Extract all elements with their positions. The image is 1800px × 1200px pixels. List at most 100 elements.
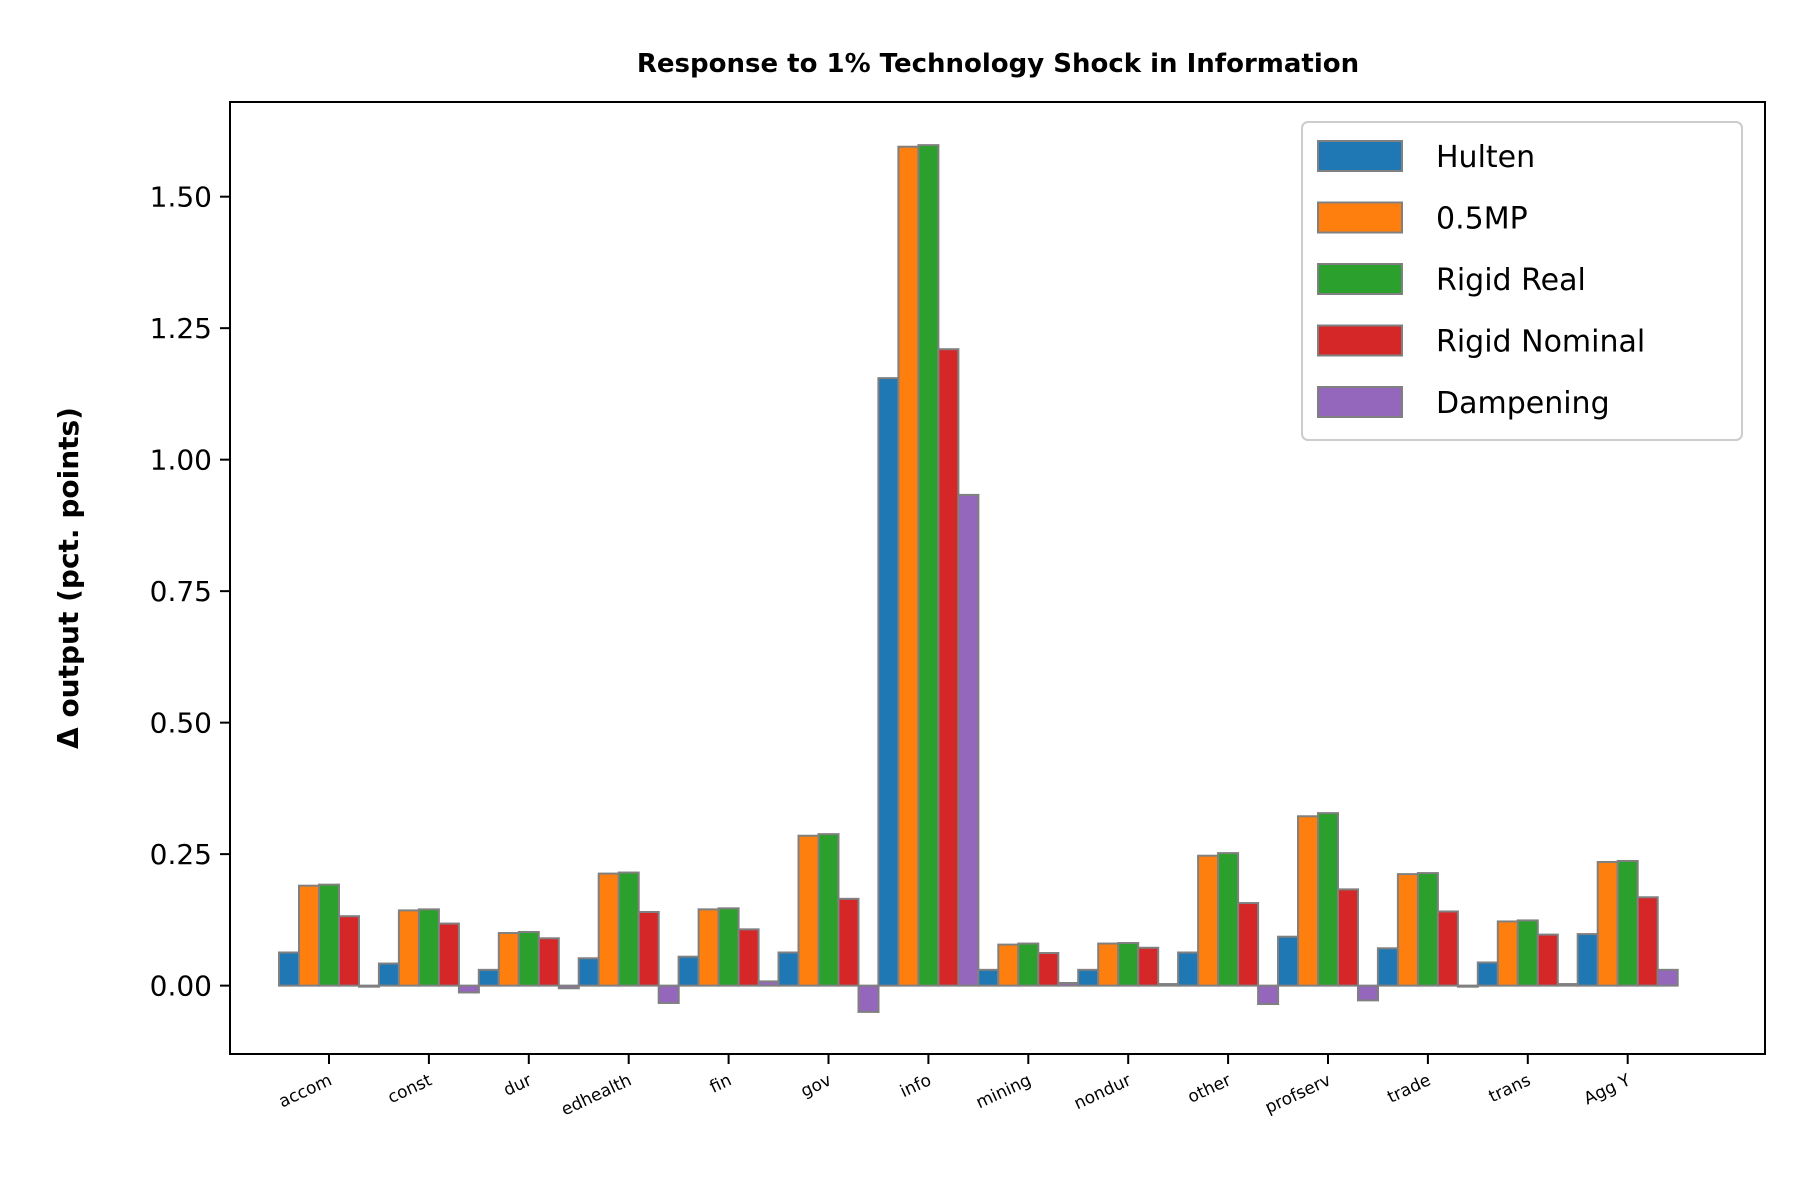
y-tick-label: 0.00 <box>150 970 212 1003</box>
legend-label: Rigid Real <box>1436 263 1586 298</box>
bar-agg-y-rigid-nominal <box>1636 896 1659 987</box>
chart-title: Response to 1% Technology Shock in Infor… <box>637 49 1359 79</box>
bar-dur-hulten <box>477 968 500 987</box>
bar-edhealth-0-5mp <box>597 872 620 987</box>
y-tick-label: 0.50 <box>150 707 212 740</box>
bar-dur-0-5mp <box>497 932 520 987</box>
plot-frame <box>229 101 1766 1055</box>
bar-accom-rigid-real <box>318 883 340 987</box>
bar-nondur-rigid-nominal <box>1137 946 1160 987</box>
x-tick-label: other <box>1185 1070 1235 1107</box>
x-tick-label: profserv <box>1262 1070 1334 1118</box>
x-tick-label: mining <box>973 1070 1034 1113</box>
bar-info-rigid-real <box>917 144 940 987</box>
bar-accom-hulten <box>278 951 300 987</box>
bar-fin-hulten <box>677 955 700 987</box>
bar-other-0-5mp <box>1197 854 1220 987</box>
bar-trade-0-5mp <box>1396 873 1419 987</box>
bar-profserv-hulten <box>1277 935 1299 987</box>
bar-info-rigid-nominal <box>937 348 960 987</box>
bar-edhealth-hulten <box>577 957 600 987</box>
bar-const-hulten <box>377 962 400 987</box>
bar-edhealth-rigid-nominal <box>637 910 660 987</box>
y-tick-label: 0.75 <box>150 575 212 608</box>
bar-trans-rigid-nominal <box>1536 933 1559 987</box>
bar-agg-y-rigid-real <box>1616 859 1639 987</box>
x-tick-label: trans <box>1486 1070 1534 1107</box>
bar-const-dampening <box>457 984 480 994</box>
bar-profserv-dampening <box>1357 984 1379 1002</box>
bar-dur-dampening <box>557 984 580 990</box>
y-tick-label: 0.25 <box>150 838 212 871</box>
bar-fin-0-5mp <box>697 908 720 987</box>
bar-agg-y-0-5mp <box>1596 861 1619 987</box>
bar-info-0-5mp <box>897 145 920 987</box>
legend-swatch <box>1317 263 1403 295</box>
legend-label: Dampening <box>1436 386 1610 421</box>
y-tick-label: 1.00 <box>150 444 212 477</box>
y-axis-label: Δ output (pct. points) <box>52 407 85 749</box>
bar-gov-dampening <box>857 984 880 1013</box>
bar-profserv-rigid-real <box>1317 812 1339 987</box>
bar-other-hulten <box>1177 951 1200 987</box>
legend-label: Hulten <box>1436 140 1535 175</box>
x-tick-label: dur <box>501 1070 535 1100</box>
bar-accom-rigid-nominal <box>338 915 360 987</box>
x-tick-label: nondur <box>1071 1070 1134 1114</box>
legend-swatch <box>1317 386 1403 418</box>
x-tick-label: accom <box>276 1070 335 1112</box>
legend-swatch <box>1317 201 1403 234</box>
y-tick-label: 1.25 <box>150 312 212 345</box>
x-tick-label: Agg Y <box>1581 1070 1634 1109</box>
bar-trans-dampening <box>1556 983 1579 987</box>
legend-swatch <box>1317 324 1403 357</box>
bar-edhealth-dampening <box>657 984 680 1004</box>
bar-fin-dampening <box>757 980 780 987</box>
x-tick-label: info <box>897 1070 934 1102</box>
bar-other-rigid-nominal <box>1237 902 1260 987</box>
bar-trans-rigid-real <box>1516 919 1539 987</box>
bar-trade-rigid-nominal <box>1436 910 1459 987</box>
x-tick-label: gov <box>798 1070 835 1101</box>
bar-fin-rigid-real <box>717 907 740 987</box>
bar-trans-hulten <box>1476 961 1499 987</box>
bar-mining-rigid-nominal <box>1037 952 1060 987</box>
x-tick-label: edhealth <box>558 1070 634 1120</box>
bar-other-dampening <box>1257 984 1280 1006</box>
bar-profserv-0-5mp <box>1297 815 1319 987</box>
x-tick-label: const <box>385 1070 435 1108</box>
bar-agg-y-dampening <box>1656 968 1679 987</box>
bar-mining-hulten <box>977 968 1000 987</box>
bar-info-hulten <box>877 377 900 987</box>
x-tick-label: fin <box>707 1070 735 1097</box>
bar-nondur-0-5mp <box>1097 942 1120 987</box>
bar-mining-0-5mp <box>997 943 1020 987</box>
bar-info-dampening <box>957 493 980 987</box>
bars-layer <box>278 144 1679 1013</box>
bar-profserv-rigid-nominal <box>1337 888 1359 987</box>
bar-accom-dampening <box>358 984 380 988</box>
bar-mining-dampening <box>1057 981 1080 987</box>
legend-label: Rigid Nominal <box>1436 325 1645 360</box>
bar-trade-hulten <box>1376 947 1399 987</box>
bar-fin-rigid-nominal <box>737 928 760 987</box>
y-tick-label: 1.50 <box>150 181 212 214</box>
bar-dur-rigid-real <box>517 930 540 987</box>
bar-trade-dampening <box>1456 984 1479 988</box>
bar-nondur-dampening <box>1157 983 1180 987</box>
bar-other-rigid-real <box>1217 852 1240 987</box>
legend-box <box>1301 121 1743 441</box>
bar-nondur-rigid-real <box>1117 942 1140 987</box>
bar-accom-0-5mp <box>298 884 320 987</box>
y-axis: 0.00 0.25 0.50 0.75 1.00 1.25 1.50 <box>150 181 230 1003</box>
legend-swatch <box>1317 140 1403 172</box>
bar-const-rigid-real <box>417 908 440 987</box>
legend-label: 0.5MP <box>1436 202 1528 237</box>
legend: Hulten 0.5MP Rigid Real Rigid Nominal Dampen… <box>1301 121 1743 441</box>
bar-const-0-5mp <box>397 909 420 987</box>
bar-edhealth-rigid-real <box>617 871 640 987</box>
bar-mining-rigid-real <box>1017 942 1040 987</box>
bar-nondur-hulten <box>1077 968 1100 987</box>
bar-dur-rigid-nominal <box>537 937 560 987</box>
